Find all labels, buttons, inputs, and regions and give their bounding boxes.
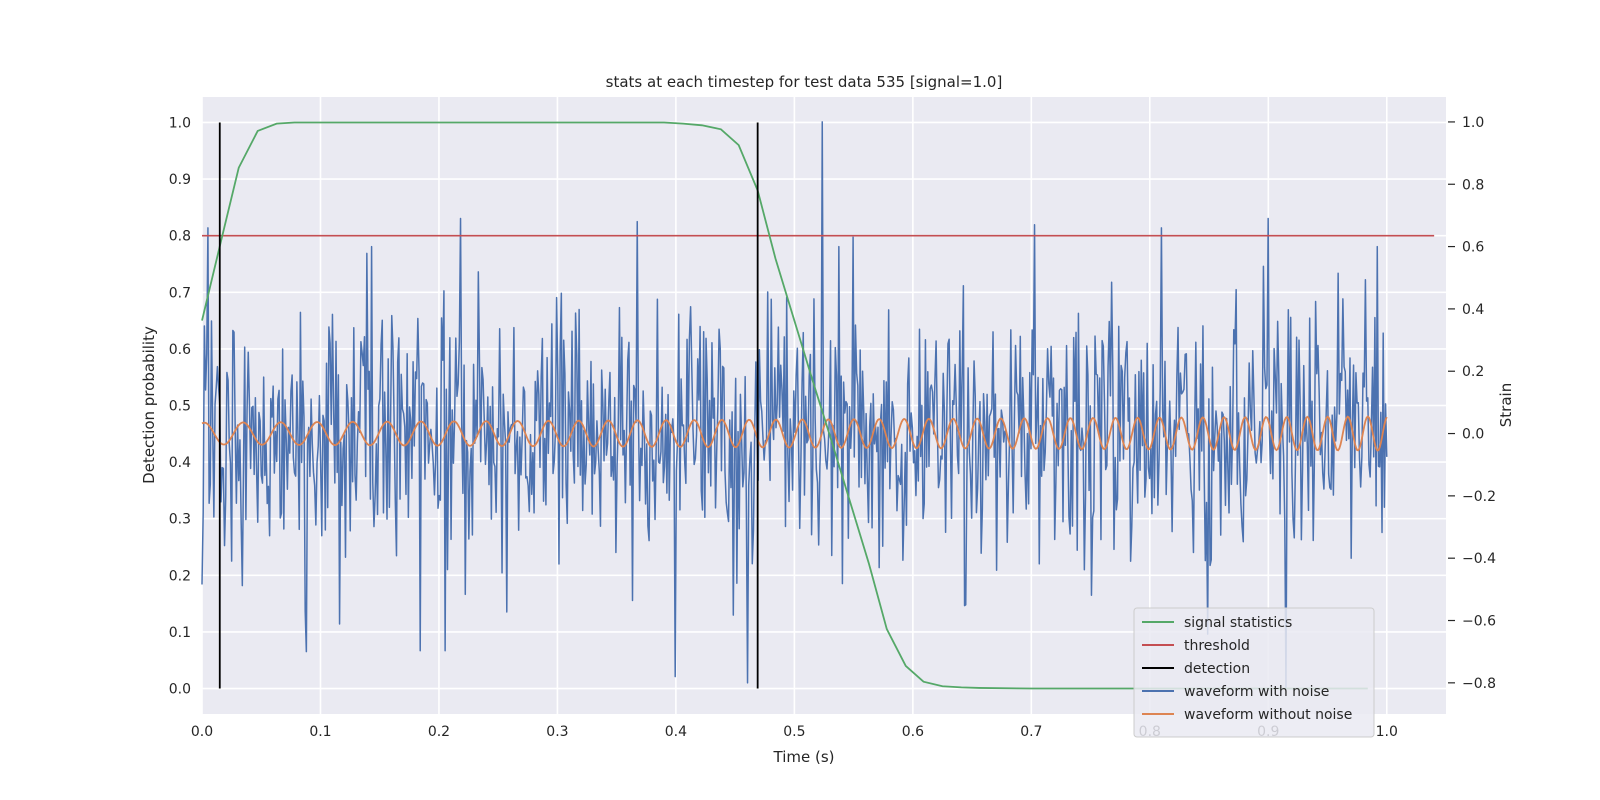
legend-label: waveform without noise [1184, 707, 1352, 723]
x-tick-label: 0.4 [665, 724, 687, 740]
legend-box [1133, 607, 1375, 738]
y-left-tick-label: 0.7 [169, 285, 191, 301]
legend-label: threshold [1184, 638, 1250, 654]
y-axis-left-label: Detection probability [140, 326, 158, 484]
y-left-tick-label: 0.3 [169, 512, 191, 528]
x-tick-label: 0.0 [191, 724, 213, 740]
x-tick-label: 0.3 [546, 724, 568, 740]
chart-title: stats at each timestep for test data 535… [606, 73, 1003, 91]
x-tick-label: 0.5 [783, 724, 805, 740]
y-axis-right-label: Strain [1497, 383, 1515, 427]
legend-label: detection [1184, 661, 1250, 677]
x-tick-label: 0.2 [428, 724, 450, 740]
y-left-tick-label: 0.4 [169, 455, 191, 471]
legend-label: waveform with noise [1184, 684, 1329, 700]
y-left-tick-label: 0.1 [169, 625, 191, 641]
y-right-tick-label: 0.8 [1462, 177, 1484, 193]
legend-label: signal statistics [1184, 615, 1292, 631]
x-tick-label: 0.6 [902, 724, 924, 740]
y-left-tick-label: 0.8 [169, 229, 191, 245]
y-left-tick-label: 0.9 [169, 172, 191, 188]
y-right-tick-label: 0.0 [1462, 427, 1484, 443]
y-right-tick-label: 0.2 [1462, 364, 1484, 380]
y-right-tick-label: −0.8 [1462, 676, 1496, 692]
x-tick-label: 0.1 [309, 724, 331, 740]
y-left-tick-label: 0.5 [169, 399, 191, 415]
y-left-tick-label: 0.6 [169, 342, 191, 358]
y-right-tick-label: 0.4 [1462, 302, 1484, 318]
legend: signal statistics threshold detection wavef… [1133, 607, 1375, 738]
series-signal-statistics [201, 121, 1368, 690]
series-layer [201, 121, 1435, 690]
series-waveform-without-noise [201, 415, 1388, 452]
y-left-tick-label: 0.0 [169, 682, 191, 698]
y-left-tick-label: 1.0 [169, 115, 191, 131]
x-tick-label: 1.0 [1376, 724, 1398, 740]
y-right-tick-label: 0.6 [1462, 240, 1484, 256]
x-tick-label: 0.7 [1020, 724, 1042, 740]
y-right-tick-label: −0.4 [1462, 551, 1496, 567]
y-left-tick-label: 0.2 [169, 568, 191, 584]
y-right-tick-label: 1.0 [1462, 115, 1484, 131]
x-axis-label: Time (s) [773, 748, 835, 766]
y-right-tick-label: −0.6 [1462, 614, 1496, 630]
y-right-tick-label: −0.2 [1462, 489, 1496, 505]
